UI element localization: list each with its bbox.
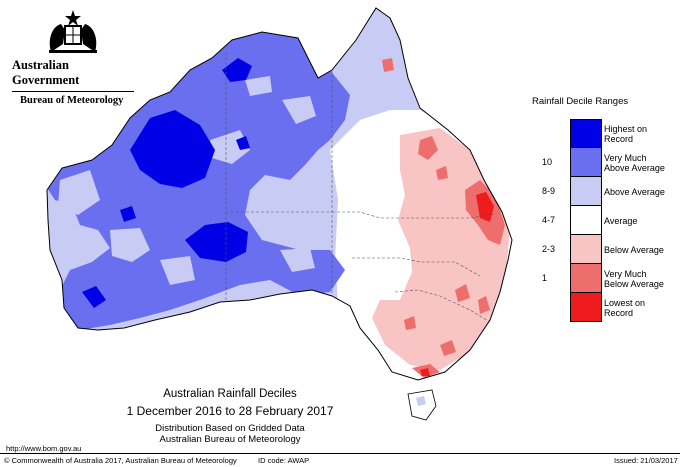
legend-code: 10 <box>542 157 553 167</box>
legend-entry: 4-7 Average <box>532 206 672 235</box>
logo-divider <box>12 91 134 92</box>
legend-title: Rainfall Decile Ranges <box>532 96 629 107</box>
legend-entry: 10 Very Much Above Average <box>532 148 672 177</box>
map-source: Australian Bureau of Meteorology <box>159 434 301 445</box>
legend-entry: 1 Very Much Below Average <box>532 264 672 293</box>
legend-label: Highest on Record <box>604 123 648 144</box>
legend-swatch <box>570 148 602 177</box>
legend-label: Lowest on Record <box>604 297 646 318</box>
footer-divider <box>0 453 680 454</box>
map-title: Australian Rainfall Deciles <box>163 388 297 400</box>
legend-swatch <box>570 264 602 293</box>
region-lowest-on-record <box>476 192 494 222</box>
copyright: © Commonwealth of Australia 2017, Austra… <box>4 456 237 465</box>
legend-entry: 2-3 Below Average <box>532 235 672 264</box>
legend-entry: 8-9 Above Average <box>532 177 672 206</box>
legend: Rainfall Decile Ranges Highest on Record… <box>532 96 672 322</box>
legend-swatch <box>570 177 602 206</box>
legend-swatch <box>570 293 602 322</box>
legend-label: Above Average <box>604 186 665 197</box>
legend-entry: Highest on Record <box>532 119 672 148</box>
region-highest-on-record <box>130 110 215 188</box>
government-logo: Australian Government Bureau of Meteorol… <box>8 8 138 106</box>
state-borders <box>225 52 496 323</box>
legend-swatch <box>570 206 602 235</box>
legend-label: Very Much Below Average <box>604 268 664 289</box>
legend-label: Average <box>604 215 638 226</box>
coat-of-arms-icon <box>49 10 97 53</box>
legend-code: 4-7 <box>542 215 556 225</box>
map-note: Distribution Based on Gridded Data <box>155 423 305 434</box>
legend-label: Below Average <box>604 244 664 255</box>
australia-landmass <box>46 7 513 421</box>
bureau-name: Bureau of Meteorology <box>20 95 124 106</box>
map-period: 1 December 2016 to 28 February 2017 <box>126 404 334 418</box>
legend-swatch <box>570 119 602 148</box>
id-code: ID code: AWAP <box>258 456 310 465</box>
legend-code: 2-3 <box>542 244 556 254</box>
legend-code: 1 <box>542 273 548 283</box>
government-name: Australian Government <box>12 58 80 87</box>
legend-entry: Lowest on Record <box>532 293 672 322</box>
issued-date: Issued: 21/03/2017 <box>614 456 678 465</box>
legend-code: 8-9 <box>542 186 556 196</box>
legend-swatch <box>570 235 602 264</box>
legend-label: Very Much Above Average <box>604 152 665 173</box>
bom-url: http://www.bom.gov.au <box>6 444 82 453</box>
